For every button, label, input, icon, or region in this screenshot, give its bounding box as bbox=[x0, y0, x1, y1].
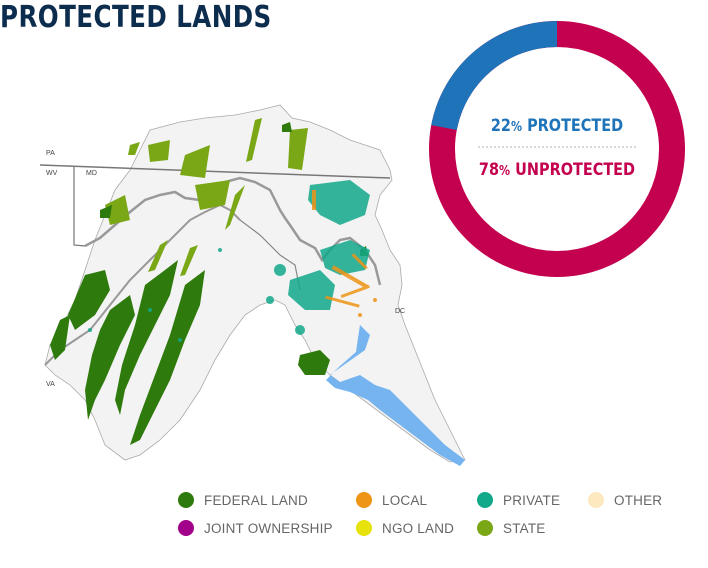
joint-ownership-swatch-icon bbox=[178, 520, 194, 536]
protection-donut-chart bbox=[429, 21, 685, 277]
protected-lands-map: PA WV MD DC VA bbox=[39, 104, 466, 466]
map-legend: FEDERAL LAND LOCAL PRIVATE OTHER JOINT O… bbox=[178, 489, 678, 549]
donut-protected-arc bbox=[429, 21, 685, 277]
potomac-river bbox=[326, 325, 465, 466]
local-swatch-icon bbox=[356, 492, 372, 508]
state-label-pa: PA bbox=[46, 150, 55, 157]
donut-divider bbox=[478, 146, 636, 148]
state-swatch-icon bbox=[477, 520, 493, 536]
ngo-land-swatch-icon bbox=[356, 520, 372, 536]
state-label-wv: WV bbox=[46, 170, 58, 177]
legend-item-federal-land: FEDERAL LAND bbox=[178, 489, 308, 511]
legend-item-other: OTHER bbox=[588, 489, 662, 511]
legend-item-private: PRIVATE bbox=[477, 489, 560, 511]
unprotected-label: 78% UNPROTECTED bbox=[478, 160, 636, 180]
legend-item-ngo-land: NGO LAND bbox=[356, 517, 454, 539]
legend-item-joint-ownership: JOINT OWNERSHIP bbox=[178, 517, 333, 539]
wv-border bbox=[73, 166, 86, 247]
state-label-md: MD bbox=[86, 170, 97, 177]
protected-label: 22% PROTECTED bbox=[490, 116, 624, 136]
state-label-va: VA bbox=[46, 381, 55, 388]
legend-item-state: STATE bbox=[477, 517, 546, 539]
mason-dixon-line bbox=[39, 164, 391, 179]
state-label-dc: DC bbox=[395, 308, 405, 315]
other-swatch-icon bbox=[588, 492, 604, 508]
private-swatch-icon bbox=[477, 492, 493, 508]
legend-item-local: LOCAL bbox=[356, 489, 427, 511]
federal-land-swatch-icon bbox=[178, 492, 194, 508]
md-va-border bbox=[239, 219, 301, 291]
page-title: PROTECTED LANDS bbox=[0, 0, 272, 35]
potomac-border bbox=[84, 176, 382, 286]
